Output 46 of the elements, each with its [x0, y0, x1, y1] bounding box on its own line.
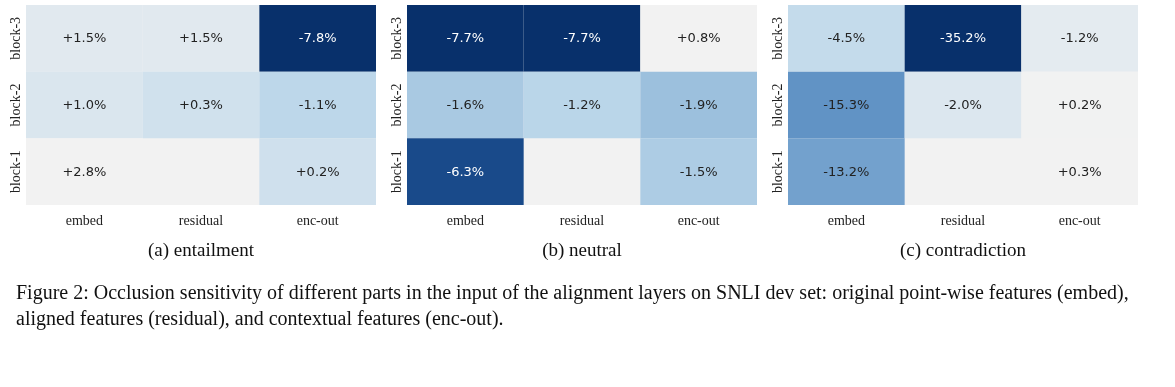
y-tick-label: block-1 [388, 150, 404, 194]
text: (b) neutral [542, 239, 622, 261]
data-label: -1.2% [1060, 30, 1099, 46]
data-label: -1.6% [446, 97, 485, 112]
x-tick-label: residual [178, 212, 224, 228]
x-tick-label: residual [940, 212, 986, 228]
caption: Figure 2: Occlusion sensitivity of different parts in the input of the alignment layers on SNLI dev set: original point-wise features (embed), aligned features (residual), and contextual features (enc-out). [16, 280, 1130, 331]
data-label: +0.2% [1057, 97, 1102, 112]
y-tick-label: block-2 [769, 83, 785, 127]
data-label: -1.9% [679, 97, 718, 112]
data-label: -15.3% [823, 97, 870, 112]
data-label: -1.2% [563, 97, 601, 112]
data-label: -7.8% [298, 30, 337, 46]
x-tick-label: embed [827, 212, 865, 228]
data-label: -6.3% [446, 163, 485, 179]
x-tick-label: residual [559, 212, 605, 228]
text: (a) entailment [147, 239, 255, 261]
data-label: -1.1% [298, 97, 337, 112]
data-label: -7.7% [446, 30, 485, 46]
x-tick-label: embed [65, 212, 103, 228]
data-label: -4.5% [827, 30, 866, 46]
x-tick-label: enc-out [1058, 212, 1101, 228]
data-label: +0.8% [676, 30, 721, 46]
data-label: +1.5% [179, 30, 223, 46]
data-label: +2.8% [62, 163, 107, 179]
data-label: +0.3% [1057, 163, 1102, 179]
y-tick-label: block-2 [7, 83, 23, 127]
data-label: -7.7% [563, 30, 601, 46]
y-tick-label: block-1 [769, 150, 785, 194]
y-tick-label: block-3 [388, 16, 404, 60]
x-tick-label: embed [446, 212, 484, 228]
x-tick-label: enc-out [677, 212, 720, 228]
y-tick-label: block-1 [7, 150, 23, 194]
y-tick-label: block-2 [388, 83, 404, 127]
text: (c) contradiction [899, 239, 1027, 261]
data-label: -13.2% [823, 163, 870, 179]
data-label: -35.2% [940, 30, 986, 46]
y-tick-label: block-3 [7, 16, 23, 60]
y-tick-label: block-3 [769, 16, 785, 60]
data-label: -2.0% [944, 97, 982, 112]
data-label: +1.5% [62, 30, 107, 46]
data-label: +1.0% [62, 97, 107, 112]
data-label: -1.5% [679, 163, 718, 179]
data-label: +0.2% [295, 163, 340, 179]
x-tick-label: enc-out [296, 212, 339, 228]
data-label: +0.3% [179, 97, 223, 112]
